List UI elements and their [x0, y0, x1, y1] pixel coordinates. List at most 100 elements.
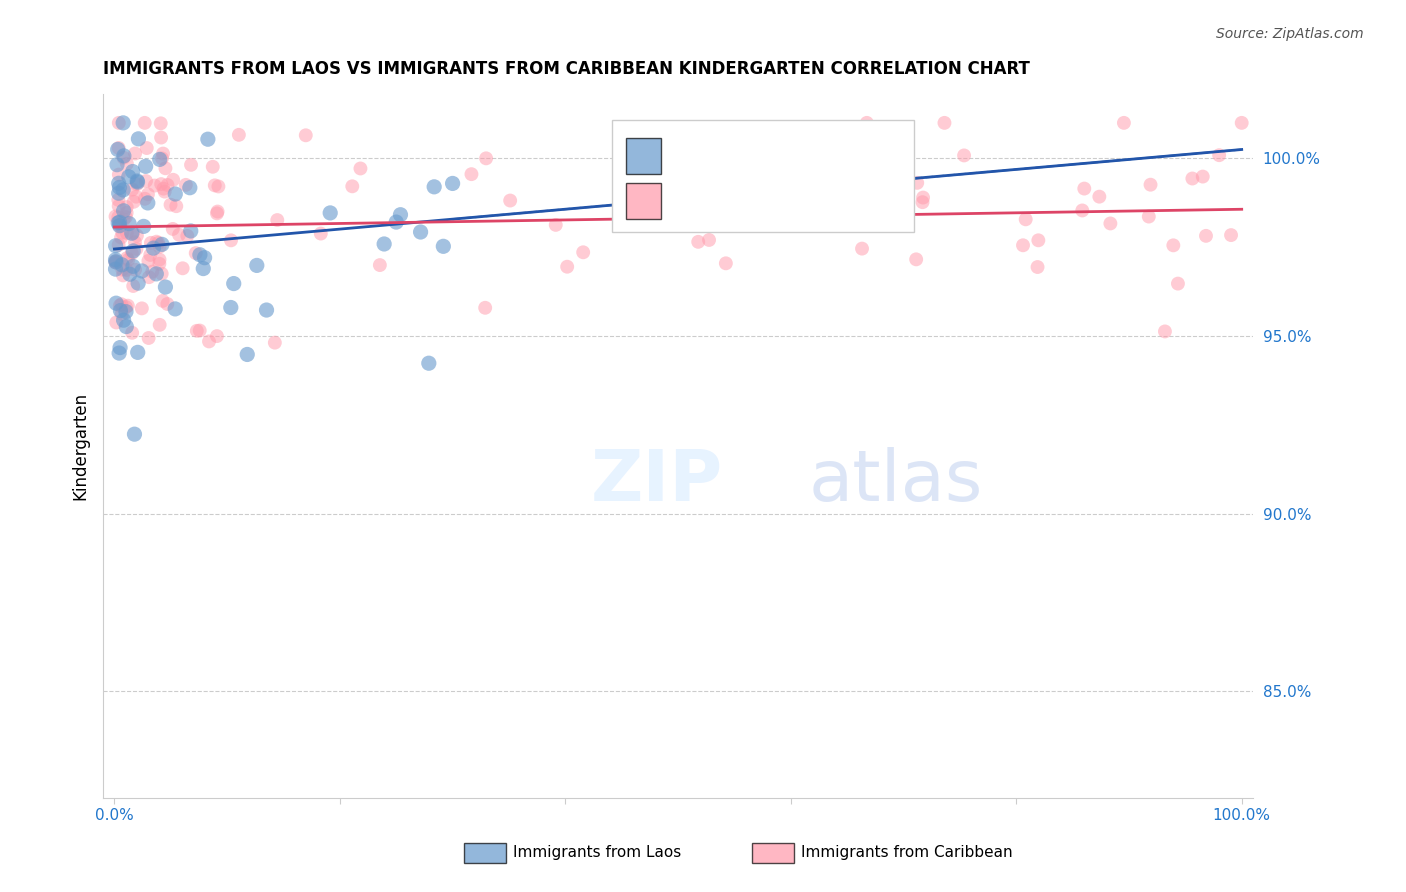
Point	[222, 277, 245, 291]
Text: Source: ZipAtlas.com: Source: ZipAtlas.com	[1216, 27, 1364, 41]
Point	[124, 235, 146, 249]
Point	[112, 268, 135, 283]
Point	[115, 227, 138, 241]
Point	[136, 187, 159, 202]
Point	[149, 318, 172, 332]
Point	[122, 244, 145, 258]
Point	[135, 159, 157, 173]
Point	[155, 161, 177, 176]
Point	[111, 258, 134, 272]
Point	[104, 254, 127, 268]
Point	[1071, 203, 1094, 218]
Point	[205, 206, 228, 220]
Point	[112, 149, 135, 163]
Point	[165, 187, 187, 202]
Point	[155, 280, 177, 294]
Point	[111, 307, 134, 321]
Point	[124, 427, 146, 442]
Point	[1099, 217, 1122, 231]
Point	[111, 262, 134, 277]
Point	[152, 293, 174, 308]
Point	[778, 173, 800, 187]
Point	[127, 276, 149, 290]
Text: R =: R =	[671, 131, 710, 149]
Point	[121, 164, 143, 178]
Point	[204, 178, 226, 193]
Point	[135, 174, 157, 188]
Point	[180, 224, 202, 238]
Point	[1230, 116, 1253, 130]
Point	[1112, 116, 1135, 130]
Point	[107, 143, 129, 157]
Point	[127, 345, 149, 359]
Point	[172, 261, 194, 276]
Text: ZIP: ZIP	[591, 447, 723, 516]
Point	[228, 128, 250, 142]
Point	[174, 178, 197, 192]
Point	[139, 235, 162, 250]
Point	[108, 341, 131, 355]
Point	[108, 346, 131, 360]
Text: N =: N =	[766, 131, 806, 149]
Point	[115, 206, 138, 220]
Point	[256, 303, 278, 318]
Point	[125, 177, 148, 191]
Point	[1195, 228, 1218, 243]
Point	[115, 300, 138, 314]
Point	[156, 178, 179, 192]
Point	[121, 183, 143, 197]
Point	[188, 324, 211, 338]
Text: 73: 73	[794, 131, 820, 149]
Point	[118, 217, 141, 231]
Point	[105, 296, 128, 310]
Point	[198, 334, 221, 349]
Point	[145, 267, 167, 281]
Text: 148: 148	[794, 194, 832, 211]
Point	[122, 279, 145, 293]
Point	[150, 130, 173, 145]
Point	[912, 190, 935, 204]
Text: 0.005: 0.005	[699, 194, 755, 211]
Point	[150, 152, 173, 166]
Point	[124, 146, 146, 161]
Point	[1208, 148, 1230, 162]
Point	[818, 135, 841, 149]
Point	[127, 132, 149, 146]
Point	[122, 194, 145, 209]
Point	[162, 222, 184, 236]
Point	[188, 248, 211, 262]
Point	[207, 179, 229, 194]
Point	[441, 177, 464, 191]
Point	[108, 215, 131, 229]
Point	[108, 219, 131, 233]
Point	[145, 235, 167, 249]
Point	[770, 146, 793, 161]
Point	[107, 176, 129, 190]
Point	[149, 240, 172, 254]
Point	[122, 260, 145, 274]
Point	[149, 116, 172, 130]
Point	[418, 356, 440, 370]
Point	[389, 208, 412, 222]
Point	[131, 301, 153, 316]
Point	[121, 226, 143, 240]
Point	[349, 161, 371, 176]
Point	[138, 270, 160, 285]
Point	[107, 199, 129, 213]
Point	[148, 235, 170, 250]
Point	[136, 195, 159, 210]
Point	[934, 116, 956, 130]
Point	[179, 180, 201, 194]
Point	[124, 262, 146, 277]
Point	[112, 116, 135, 130]
Point	[108, 180, 131, 194]
Point	[139, 248, 162, 262]
Point	[1012, 238, 1035, 252]
Text: Immigrants from Caribbean: Immigrants from Caribbean	[801, 846, 1014, 860]
Point	[107, 216, 129, 230]
Point	[148, 252, 170, 267]
Point	[219, 301, 242, 315]
Point	[1181, 171, 1204, 186]
Point	[1154, 325, 1177, 339]
Point	[152, 146, 174, 161]
